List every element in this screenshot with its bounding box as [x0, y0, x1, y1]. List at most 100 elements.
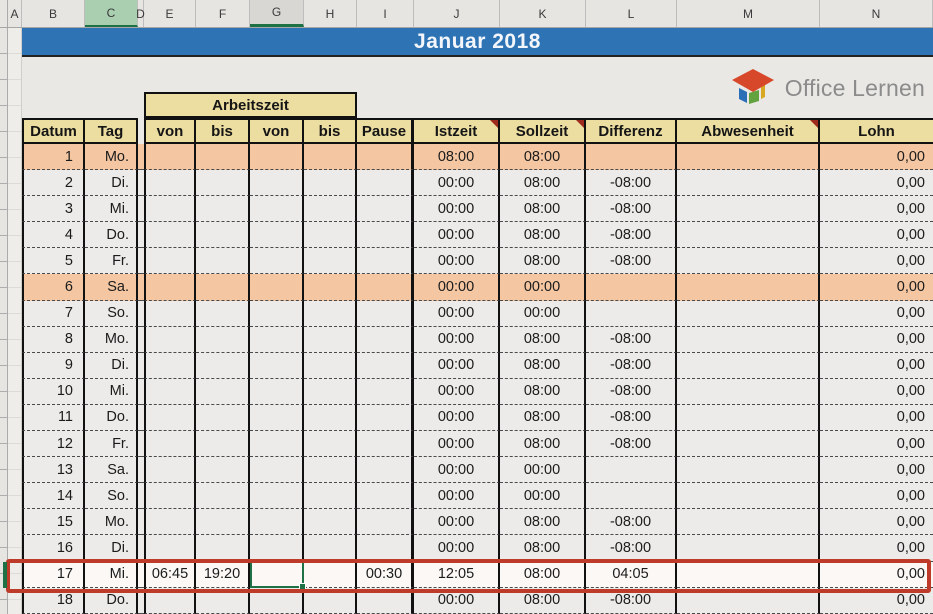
cell-bis2[interactable] [304, 144, 357, 171]
cell-von2[interactable] [250, 170, 304, 197]
cell-datum[interactable]: 8 [22, 326, 85, 353]
cell-pause[interactable] [357, 483, 414, 510]
cell-von2[interactable] [250, 561, 304, 588]
cell-von1[interactable] [144, 535, 196, 562]
cell-von1[interactable] [144, 248, 196, 275]
cell-bis2[interactable] [304, 561, 357, 588]
cell-von2[interactable] [250, 509, 304, 536]
cell-von1[interactable] [144, 457, 196, 484]
cell-sollzeit[interactable]: 08:00 [500, 561, 586, 588]
cell-von2[interactable] [250, 196, 304, 223]
column-letter-A[interactable]: A [8, 0, 22, 27]
cell-von2[interactable] [250, 431, 304, 458]
cell-abwesenheit[interactable] [677, 509, 820, 536]
cell-lohn[interactable]: 0,00 [820, 326, 933, 353]
cell-sollzeit[interactable]: 08:00 [500, 587, 586, 614]
cell-pause[interactable] [357, 404, 414, 432]
column-letter-F[interactable]: F [196, 0, 250, 27]
cell-von1[interactable] [144, 483, 196, 510]
cell-lohn[interactable]: 0,00 [820, 483, 933, 510]
cell-lohn[interactable]: 0,00 [820, 561, 933, 588]
cell-von2[interactable] [250, 300, 304, 327]
cell-datum[interactable]: 9 [22, 352, 85, 379]
cell-tag[interactable]: So. [85, 300, 138, 327]
cell-differenz[interactable] [586, 457, 677, 484]
cell-differenz[interactable]: -08:00 [586, 248, 677, 275]
cell-bis1[interactable] [196, 535, 250, 562]
cell-differenz[interactable]: -08:00 [586, 509, 677, 536]
cell-datum[interactable]: 17 [22, 561, 85, 588]
cell-abwesenheit[interactable] [677, 352, 820, 379]
cell-differenz[interactable]: -08:00 [586, 378, 677, 405]
cell-bis2[interactable] [304, 483, 357, 510]
cell-lohn[interactable]: 0,00 [820, 144, 933, 171]
column-letter-G[interactable]: G [250, 0, 304, 27]
cell-von2[interactable] [250, 222, 304, 249]
cell-differenz[interactable] [586, 300, 677, 327]
cell-datum[interactable]: 15 [22, 509, 85, 536]
cell-von1[interactable] [144, 274, 196, 301]
cell-sollzeit[interactable]: 08:00 [500, 326, 586, 353]
column-header-istzeit[interactable]: Istzeit [414, 118, 500, 144]
cell-tag[interactable]: Di. [85, 170, 138, 197]
cell-pause[interactable] [357, 431, 414, 458]
cell-tag[interactable]: Mo. [85, 144, 138, 171]
cell-sollzeit[interactable]: 08:00 [500, 535, 586, 562]
cell-istzeit[interactable]: 00:00 [414, 378, 500, 405]
cell-sollzeit[interactable]: 08:00 [500, 196, 586, 223]
cell-von1[interactable] [144, 170, 196, 197]
cell-sollzeit[interactable]: 08:00 [500, 404, 586, 432]
cell-abwesenheit[interactable] [677, 404, 820, 432]
cell-von2[interactable] [250, 535, 304, 562]
cell-lohn[interactable]: 0,00 [820, 352, 933, 379]
cell-pause[interactable] [357, 300, 414, 327]
cell-abwesenheit[interactable] [677, 587, 820, 614]
cell-bis2[interactable] [304, 300, 357, 327]
cell-von2[interactable] [250, 457, 304, 484]
cell-bis2[interactable] [304, 170, 357, 197]
column-a-area[interactable] [8, 28, 22, 614]
cell-pause[interactable] [357, 274, 414, 301]
cell-istzeit[interactable]: 08:00 [414, 144, 500, 171]
cell-differenz[interactable]: -08:00 [586, 326, 677, 353]
cell-tag[interactable]: Mi. [85, 561, 138, 588]
cell-differenz[interactable]: -08:00 [586, 404, 677, 432]
cell-lohn[interactable]: 0,00 [820, 404, 933, 432]
cell-istzeit[interactable]: 00:00 [414, 404, 500, 432]
column-letter-I[interactable]: I [357, 0, 414, 27]
cell-istzeit[interactable]: 00:00 [414, 248, 500, 275]
cell-pause[interactable] [357, 326, 414, 353]
cell-von2[interactable] [250, 352, 304, 379]
cell-von1[interactable] [144, 509, 196, 536]
cell-istzeit[interactable]: 00:00 [414, 352, 500, 379]
cell-bis1[interactable] [196, 483, 250, 510]
cell-istzeit[interactable]: 00:00 [414, 196, 500, 223]
cell-von1[interactable] [144, 326, 196, 353]
cell-differenz[interactable]: -08:00 [586, 222, 677, 249]
cell-pause[interactable] [357, 378, 414, 405]
cell-bis2[interactable] [304, 457, 357, 484]
cell-differenz[interactable]: -08:00 [586, 170, 677, 197]
cell-bis2[interactable] [304, 378, 357, 405]
office-lernen-logo[interactable]: Office Lernen [730, 60, 929, 116]
column-header-sollzeit[interactable]: Sollzeit [500, 118, 586, 144]
cell-pause[interactable] [357, 587, 414, 614]
cell-differenz[interactable]: -08:00 [586, 352, 677, 379]
cell-bis1[interactable] [196, 431, 250, 458]
cell-bis1[interactable] [196, 404, 250, 432]
cell-lohn[interactable]: 0,00 [820, 587, 933, 614]
cell-datum[interactable]: 10 [22, 378, 85, 405]
cell-lohn[interactable]: 0,00 [820, 222, 933, 249]
cell-sollzeit[interactable]: 00:00 [500, 483, 586, 510]
cell-datum[interactable]: 16 [22, 535, 85, 562]
cell-datum[interactable]: 14 [22, 483, 85, 510]
cell-bis1[interactable] [196, 248, 250, 275]
column-letter-D[interactable]: D [136, 0, 145, 27]
column-letter-E[interactable]: E [144, 0, 196, 27]
cell-datum[interactable]: 11 [22, 404, 85, 432]
cell-datum[interactable]: 7 [22, 300, 85, 327]
fill-handle[interactable] [299, 583, 306, 590]
cell-datum[interactable]: 3 [22, 196, 85, 223]
cell-sollzeit[interactable]: 08:00 [500, 509, 586, 536]
cell-abwesenheit[interactable] [677, 483, 820, 510]
